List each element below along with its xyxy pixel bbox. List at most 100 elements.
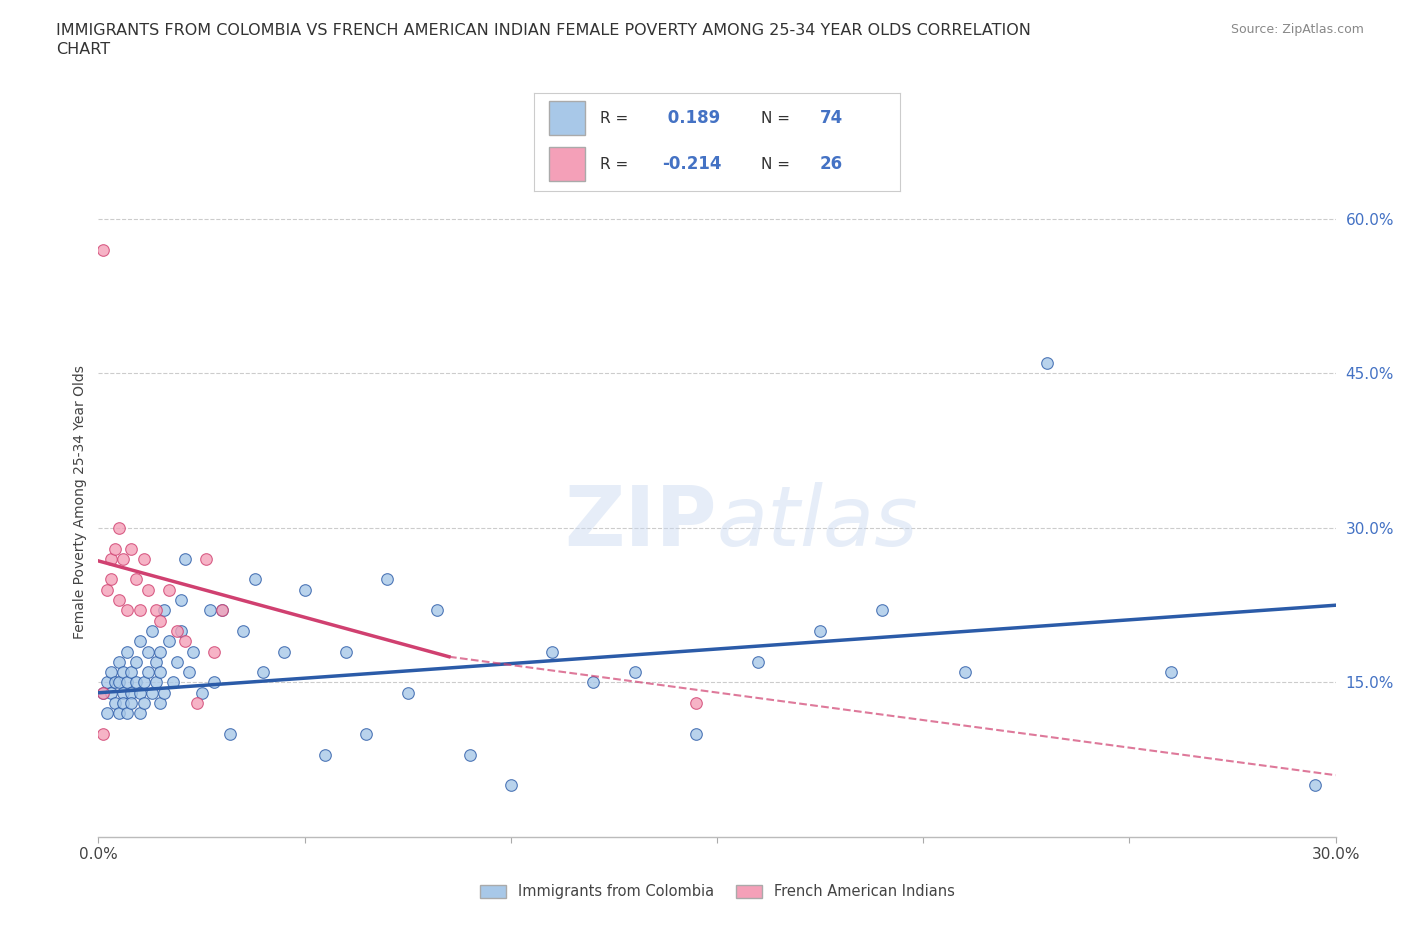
Point	[120, 665, 142, 680]
Point	[202, 675, 225, 690]
Point	[132, 675, 155, 690]
Point	[91, 726, 114, 741]
Point	[128, 706, 150, 721]
Point	[747, 655, 769, 670]
Point	[104, 675, 127, 690]
Point	[186, 696, 208, 711]
Point	[124, 675, 146, 690]
Point	[145, 655, 167, 670]
Point	[141, 685, 163, 700]
Point	[128, 634, 150, 649]
Point	[232, 623, 254, 638]
Point	[1303, 778, 1326, 793]
Point	[91, 243, 114, 258]
Point	[808, 623, 831, 638]
Point	[124, 572, 146, 587]
Point	[870, 603, 893, 618]
Text: N =: N =	[761, 157, 790, 172]
Point	[170, 592, 193, 607]
Point	[149, 613, 172, 628]
Point	[162, 675, 184, 690]
Point	[149, 696, 172, 711]
Point	[91, 685, 114, 700]
Point	[181, 644, 204, 659]
Point	[124, 655, 146, 670]
Text: R =: R =	[600, 157, 628, 172]
Point	[685, 726, 707, 741]
Point	[120, 685, 142, 700]
Point	[128, 603, 150, 618]
Point	[149, 644, 172, 659]
Point	[100, 685, 122, 700]
Text: atlas: atlas	[717, 482, 918, 563]
Point	[170, 623, 193, 638]
Point	[145, 603, 167, 618]
Point	[149, 665, 172, 680]
Point	[174, 551, 197, 566]
Point	[136, 644, 159, 659]
Point	[145, 675, 167, 690]
Point	[112, 685, 135, 700]
Text: R =: R =	[600, 111, 628, 126]
Point	[100, 551, 122, 566]
Point	[112, 696, 135, 711]
Point	[120, 541, 142, 556]
Point	[174, 634, 197, 649]
Text: ZIP: ZIP	[565, 482, 717, 563]
Point	[273, 644, 295, 659]
Text: CHART: CHART	[56, 42, 110, 57]
Point	[499, 778, 522, 793]
Point	[314, 747, 336, 762]
Point	[136, 665, 159, 680]
FancyBboxPatch shape	[548, 100, 585, 135]
Text: 26: 26	[820, 155, 842, 173]
Point	[108, 592, 131, 607]
Point	[117, 644, 139, 659]
Point	[202, 644, 225, 659]
FancyBboxPatch shape	[548, 147, 585, 180]
Point	[120, 696, 142, 711]
Legend: Immigrants from Colombia, French American Indians: Immigrants from Colombia, French America…	[472, 877, 962, 907]
Point	[141, 623, 163, 638]
Point	[117, 603, 139, 618]
Point	[198, 603, 221, 618]
Point	[685, 696, 707, 711]
Point	[375, 572, 398, 587]
Text: Source: ZipAtlas.com: Source: ZipAtlas.com	[1230, 23, 1364, 36]
Point	[219, 726, 242, 741]
Point	[100, 572, 122, 587]
Text: -0.214: -0.214	[662, 155, 721, 173]
Point	[136, 582, 159, 597]
Point	[1036, 355, 1059, 370]
Point	[541, 644, 564, 659]
Point	[194, 551, 217, 566]
Point	[96, 675, 118, 690]
Text: 0.189: 0.189	[662, 110, 720, 127]
Point	[582, 675, 605, 690]
Point	[179, 665, 201, 680]
Point	[112, 665, 135, 680]
Point	[108, 655, 131, 670]
Point	[294, 582, 316, 597]
Point	[117, 706, 139, 721]
Point	[132, 551, 155, 566]
Point	[104, 541, 127, 556]
Point	[953, 665, 976, 680]
Point	[211, 603, 233, 618]
Point	[153, 603, 176, 618]
Point	[252, 665, 274, 680]
Point	[157, 634, 180, 649]
Point	[108, 521, 131, 536]
Point	[458, 747, 481, 762]
Text: IMMIGRANTS FROM COLOMBIA VS FRENCH AMERICAN INDIAN FEMALE POVERTY AMONG 25-34 YE: IMMIGRANTS FROM COLOMBIA VS FRENCH AMERI…	[56, 23, 1031, 38]
Point	[166, 655, 188, 670]
Text: 74: 74	[820, 110, 842, 127]
Point	[104, 696, 127, 711]
Point	[1160, 665, 1182, 680]
Point	[426, 603, 449, 618]
Text: N =: N =	[761, 111, 790, 126]
Point	[166, 623, 188, 638]
Point	[335, 644, 357, 659]
Point	[157, 582, 180, 597]
Point	[96, 582, 118, 597]
